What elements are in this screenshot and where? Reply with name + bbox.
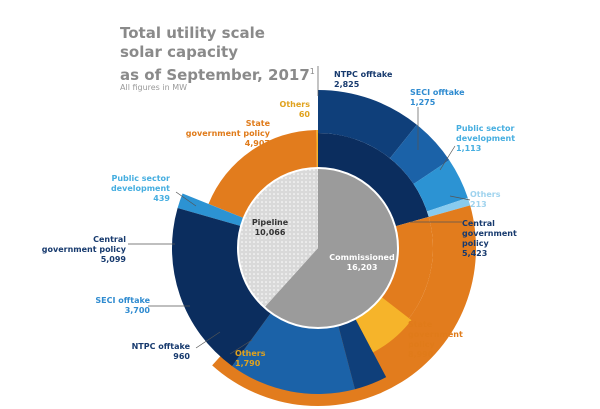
label-name: Central <box>93 235 126 244</box>
label-name: Public sector <box>111 174 171 183</box>
label-name: State <box>408 320 433 329</box>
ring-commissioned-state-outer <box>212 205 477 406</box>
ring-pipeline-seci <box>232 312 355 394</box>
label-pipeline-ntpc: NTPC offtake 960 <box>110 342 190 362</box>
label-value: 960 <box>173 352 190 361</box>
pipeline-name: Pipeline <box>251 218 289 227</box>
label-value: 1,113 <box>456 144 482 153</box>
leader-line <box>449 195 471 201</box>
label-value: 439 <box>153 194 170 203</box>
pipeline-center-label: Pipeline 10,066 <box>232 218 308 238</box>
label-commissioned-seci: SECI offtake 1,275 <box>410 88 465 108</box>
leader-line <box>229 339 253 355</box>
ring-pipeline-central <box>172 207 271 367</box>
label-value: 213 <box>470 200 487 209</box>
label-pipeline-others-bottom: Others 1,790 <box>235 349 265 369</box>
label-commissioned-public: Public sector development 1,113 <box>456 124 515 154</box>
label-name: SECI offtake <box>410 88 465 97</box>
leader-line <box>195 331 221 349</box>
ring-pipeline-public <box>177 193 244 227</box>
title-line-1: Total utility scale <box>120 24 265 42</box>
label-name: government policy <box>185 129 270 138</box>
chart-title: Total utility scale solar capacity as of… <box>120 24 320 85</box>
ring-pipeline-ntpc <box>338 318 387 390</box>
title-line-3: as of September, 2017 <box>120 66 310 84</box>
label-commissioned-ntpc: NTPC offtake 2,825 <box>334 70 392 90</box>
label-name: SECI offtake <box>95 296 150 305</box>
label-name: Others <box>470 190 501 199</box>
title-footnote: 1 <box>309 67 315 76</box>
ring-commissioned-ntpc <box>318 90 417 159</box>
label-name: development <box>110 184 170 193</box>
label-value: 1,790 <box>235 359 261 368</box>
label-name: policy <box>462 239 489 248</box>
label-name: NTPC offtake <box>334 70 393 79</box>
label-pipeline-state: State government policy 4,907 <box>150 119 270 149</box>
commissioned-name: Commissioned <box>329 253 395 262</box>
label-pipeline-others-top: Others 60 <box>270 100 310 120</box>
title-line-2: solar capacity <box>120 43 238 61</box>
label-pipeline-public: Public sector development 439 <box>90 174 170 204</box>
label-commissioned-central: Central government policy 5,423 <box>462 219 517 259</box>
label-name: Others <box>235 349 266 358</box>
label-value: 4,907 <box>244 139 270 148</box>
ring-pipeline-state <box>208 130 317 219</box>
ring-commissioned-central <box>318 133 429 227</box>
label-value: 60 <box>298 110 310 119</box>
label-name: Central <box>462 219 495 228</box>
ring-commissioned-seci <box>389 124 450 185</box>
ring-commissioned-public <box>413 160 468 212</box>
pipeline-value: 10,066 <box>254 228 286 237</box>
label-name: government policy <box>41 245 126 254</box>
label-value: 2,825 <box>334 80 360 89</box>
label-commissioned-others: Others 213 <box>470 190 500 210</box>
label-name: Others <box>279 100 310 109</box>
core-commissioned <box>264 168 399 329</box>
label-name: government <box>408 330 463 339</box>
core-outline <box>237 167 399 329</box>
label-value: 5,423 <box>462 249 488 258</box>
label-name: State <box>245 119 270 128</box>
label-pipeline-central: Central government policy 5,099 <box>30 235 126 265</box>
chart-subtitle: All figures in MW <box>120 83 188 92</box>
label-name: Public sector <box>456 124 515 133</box>
commissioned-center-label: Commissioned 16,203 <box>322 253 402 273</box>
label-name: government <box>462 229 517 238</box>
label-name: policy <box>408 340 435 349</box>
label-name: NTPC offtake <box>131 342 190 351</box>
label-name: development <box>456 134 516 143</box>
leader-line <box>175 191 197 207</box>
label-value: 1,275 <box>410 98 436 107</box>
label-commissioned-state: State government policy 8,990 <box>408 320 463 360</box>
label-value: 3,700 <box>124 306 150 315</box>
ring-commissioned-others <box>427 197 471 217</box>
commissioned-value: 16,203 <box>346 263 378 272</box>
ring-pipeline-others-bottom <box>355 296 412 353</box>
label-value: 8,990 <box>408 350 434 359</box>
ring-pipeline-others-top <box>316 130 318 169</box>
leader-line <box>439 145 456 171</box>
label-pipeline-seci: SECI offtake 3,700 <box>70 296 150 316</box>
core-pipeline <box>238 168 318 308</box>
label-value: 5,099 <box>100 255 126 264</box>
